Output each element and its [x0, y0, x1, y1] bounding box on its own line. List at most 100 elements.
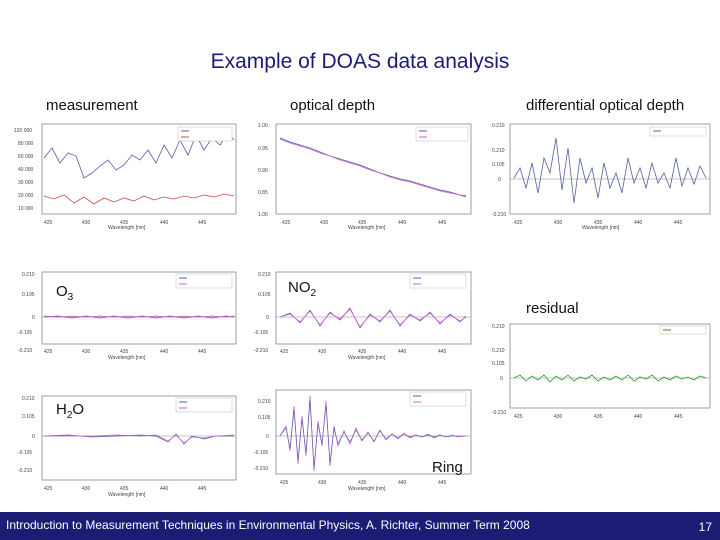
svg-text:435: 435: [594, 220, 603, 226]
svg-text:80 000: 80 000: [18, 141, 34, 147]
svg-text:0.210: 0.210: [22, 396, 35, 402]
svg-text:0: 0: [32, 434, 35, 440]
svg-text:430: 430: [320, 220, 329, 226]
svg-text:0.105: 0.105: [22, 414, 35, 420]
svg-text:440: 440: [160, 486, 169, 492]
label-no2-sub: 2: [310, 288, 317, 299]
svg-text:425: 425: [514, 220, 523, 226]
svg-text:0.105: 0.105: [22, 292, 35, 298]
svg-text:440: 440: [398, 349, 407, 355]
plot-residual: 0.210 0.210 0.105 0 -0.210 425 430 435 440 445: [492, 323, 711, 420]
svg-text:0.105: 0.105: [258, 292, 271, 298]
svg-text:-0.210: -0.210: [18, 348, 32, 354]
svg-text:430: 430: [554, 220, 563, 226]
label-optical-depth: optical depth: [290, 97, 376, 114]
label-residual: residual: [526, 300, 579, 317]
svg-text:425: 425: [280, 349, 289, 355]
svg-text:-0.105: -0.105: [18, 450, 32, 456]
svg-text:445: 445: [674, 220, 683, 226]
svg-text:425: 425: [282, 220, 291, 226]
svg-text:-0.105: -0.105: [18, 330, 32, 336]
svg-text:445: 445: [438, 480, 447, 486]
footer-bar: Introduction to Measurement Techniques i…: [0, 512, 720, 540]
svg-text:0.210: 0.210: [492, 348, 505, 354]
svg-text:-0.210: -0.210: [18, 468, 32, 474]
svg-text:0: 0: [498, 177, 501, 183]
svg-text:425: 425: [280, 480, 289, 486]
slide-title: Example of DOAS data analysis: [210, 50, 510, 73]
svg-text:1.00: 1.00: [258, 212, 268, 218]
svg-text:0: 0: [266, 434, 269, 440]
svg-text:0.105: 0.105: [492, 361, 505, 367]
svg-text:Wavelength [nm]: Wavelength [nm]: [108, 355, 146, 360]
svg-text:445: 445: [198, 349, 207, 355]
svg-text:425: 425: [44, 349, 53, 355]
label-h2o-h: H: [56, 401, 67, 418]
label-h2o: H2O: [56, 401, 84, 421]
svg-text:Wavelength [nm]: Wavelength [nm]: [348, 355, 386, 360]
svg-text:0.95: 0.95: [258, 146, 268, 152]
svg-text:430: 430: [82, 220, 91, 226]
svg-text:445: 445: [438, 349, 447, 355]
svg-text:0.105: 0.105: [258, 415, 271, 421]
svg-text:435: 435: [120, 349, 129, 355]
svg-text:0: 0: [500, 376, 503, 382]
svg-text:0.210: 0.210: [492, 123, 505, 129]
svg-text:0.210: 0.210: [492, 324, 505, 330]
page-number: 17: [698, 520, 712, 534]
svg-text:20 000: 20 000: [18, 193, 34, 199]
svg-text:435: 435: [120, 486, 129, 492]
svg-text:435: 435: [358, 220, 367, 226]
label-h2o-o: O: [72, 401, 85, 418]
svg-text:Wavelength [nm]: Wavelength [nm]: [108, 225, 146, 230]
svg-text:425: 425: [514, 414, 523, 420]
svg-text:435: 435: [120, 220, 129, 226]
svg-text:425: 425: [44, 220, 53, 226]
svg-text:430: 430: [82, 349, 91, 355]
svg-text:0.85: 0.85: [258, 190, 268, 196]
svg-text:0.210: 0.210: [258, 272, 271, 278]
svg-text:440: 440: [634, 414, 643, 420]
svg-text:445: 445: [674, 414, 683, 420]
svg-text:430: 430: [318, 480, 327, 486]
svg-text:440: 440: [398, 480, 407, 486]
svg-text:Wavelength [nm]: Wavelength [nm]: [582, 225, 620, 230]
svg-text:0.90: 0.90: [258, 168, 268, 174]
svg-text:10 000: 10 000: [18, 206, 34, 212]
svg-text:120 000: 120 000: [14, 128, 32, 134]
svg-text:0: 0: [32, 315, 35, 321]
svg-text:40 000: 40 000: [18, 167, 34, 173]
label-ring: Ring: [432, 459, 463, 476]
label-o3-main: O: [56, 283, 68, 300]
svg-text:435: 435: [594, 414, 603, 420]
svg-text:Wavelength [nm]: Wavelength [nm]: [348, 486, 386, 492]
svg-text:435: 435: [358, 480, 367, 486]
svg-text:430: 430: [82, 486, 91, 492]
label-h2o-sub: 2: [66, 410, 73, 421]
svg-text:-0.105: -0.105: [254, 450, 268, 456]
label-no2-main: NO: [288, 279, 311, 296]
svg-text:-0.210: -0.210: [492, 410, 506, 416]
svg-text:440: 440: [160, 220, 169, 226]
svg-text:-0.210: -0.210: [254, 348, 268, 354]
svg-text:0.210: 0.210: [22, 272, 35, 278]
svg-text:Wavelength [nm]: Wavelength [nm]: [108, 492, 146, 498]
plot-measurement: 120 000 80 000 60 000 40 000 30 000 20 000 10…: [14, 123, 237, 230]
plot-optical-depth: 1.00 0.95 0.90 0.85 1.00 425 430 435 440 445 Wav…: [258, 123, 472, 230]
svg-text:-0.105: -0.105: [254, 330, 268, 336]
svg-text:430: 430: [554, 414, 563, 420]
label-measurement: measurement: [46, 97, 138, 114]
svg-text:425: 425: [44, 486, 53, 492]
svg-text:60 000: 60 000: [18, 154, 34, 160]
svg-text:0.210: 0.210: [258, 399, 271, 405]
svg-text:445: 445: [198, 486, 207, 492]
svg-text:0: 0: [266, 315, 269, 321]
svg-text:445: 445: [198, 220, 207, 226]
svg-text:440: 440: [634, 220, 643, 226]
svg-text:445: 445: [438, 220, 447, 226]
svg-text:0.210: 0.210: [492, 148, 505, 154]
svg-text:1.00: 1.00: [258, 123, 268, 129]
